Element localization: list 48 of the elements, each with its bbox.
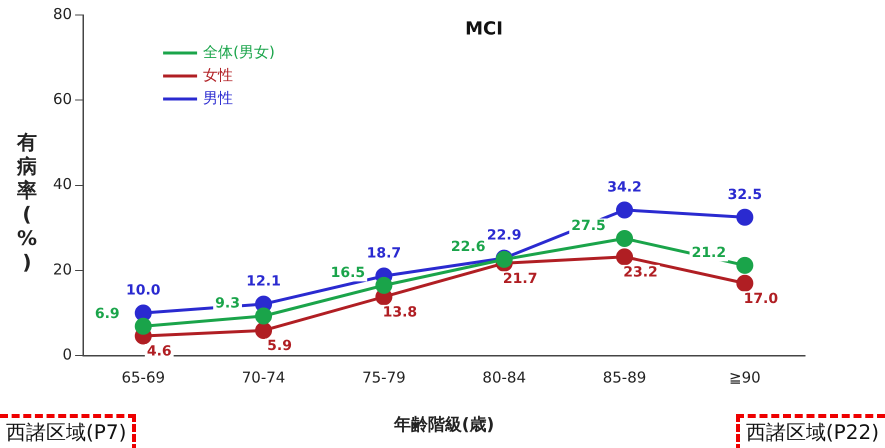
x-tick-label: ≧90 xyxy=(729,368,761,386)
text: 西諸区域(P22) xyxy=(736,414,885,448)
y-tick-label: 20 xyxy=(52,260,72,278)
legend-label: 女性 xyxy=(203,66,234,84)
data-label: 16.5 xyxy=(330,264,366,281)
y-tick-label: 40 xyxy=(52,175,72,194)
data-label: 12.1 xyxy=(246,274,281,290)
point xyxy=(736,208,754,226)
data-label: 10.0 xyxy=(126,282,161,299)
data-label: 4.6 xyxy=(146,344,172,360)
legend-label: 男性 xyxy=(203,88,234,107)
y-tick-label: 60 xyxy=(52,90,72,108)
data-label: 6.9 xyxy=(94,306,120,322)
point xyxy=(255,308,272,325)
legend-label: 全体(男女) xyxy=(203,42,275,61)
x-tick-label: 65-69 xyxy=(121,368,166,386)
point xyxy=(134,318,152,335)
data-label: 32.5 xyxy=(728,186,762,203)
point xyxy=(736,274,754,292)
data-label: 17.0 xyxy=(744,290,778,307)
x-tick-label: 75-79 xyxy=(362,368,406,386)
data-label: 9.3 xyxy=(215,296,240,312)
x-axis-title: 年齢階級(歳) xyxy=(392,415,494,436)
data-label: 27.5 xyxy=(571,218,606,234)
y-axis-title: 有病率(%) xyxy=(16,130,38,274)
data-label: 18.7 xyxy=(366,246,402,262)
data-label: 13.8 xyxy=(382,304,418,320)
point xyxy=(134,304,152,322)
point xyxy=(616,201,634,218)
data-label: 21.7 xyxy=(502,270,538,287)
point xyxy=(616,248,634,266)
text: 西諸区域(P7) xyxy=(0,414,136,448)
chart-title: MCI xyxy=(465,18,503,40)
data-label: 22.6 xyxy=(450,239,486,256)
x-tick-label: 80-84 xyxy=(482,368,526,386)
data-label: 34.2 xyxy=(607,180,642,196)
y-tick-label: 80 xyxy=(52,4,72,23)
point xyxy=(375,276,392,294)
point xyxy=(616,230,634,248)
data-label: 5.9 xyxy=(267,338,292,354)
data-label: 23.2 xyxy=(623,264,658,280)
x-tick-label: 85-89 xyxy=(602,368,646,386)
data-label: 21.2 xyxy=(692,244,726,261)
y-tick-label: 0 xyxy=(62,345,72,364)
point xyxy=(255,322,272,339)
point xyxy=(736,256,754,274)
x-tick-label: 70-74 xyxy=(242,368,286,386)
data-label: 22.9 xyxy=(486,228,522,244)
